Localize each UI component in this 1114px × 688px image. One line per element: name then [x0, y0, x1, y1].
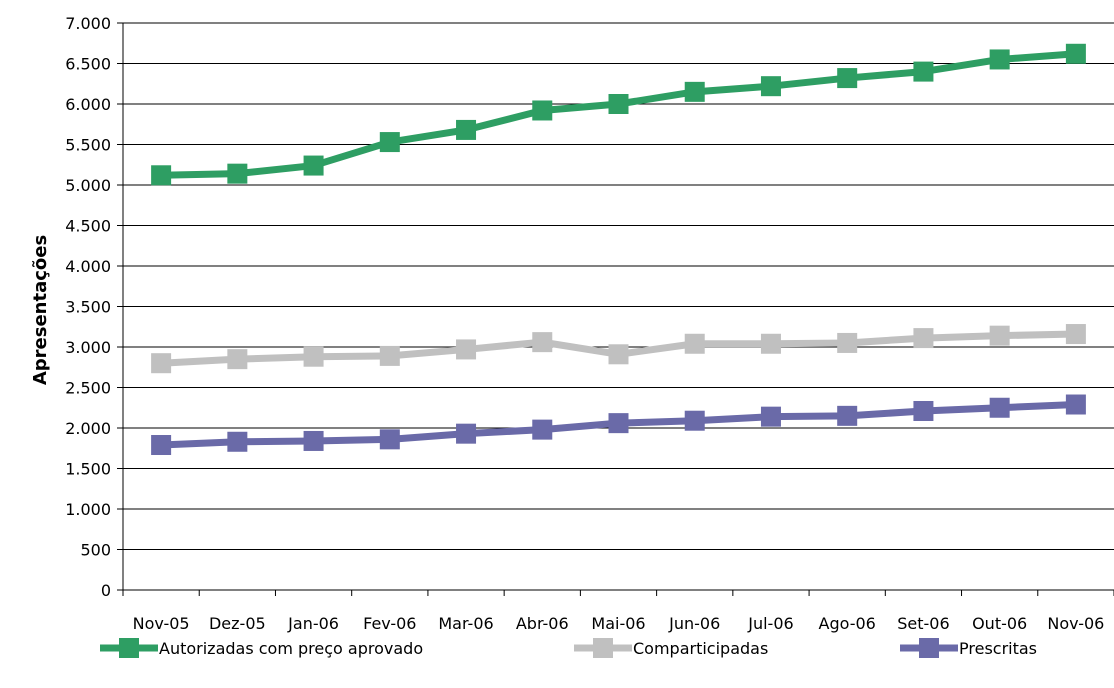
data-point [608, 94, 629, 114]
legend-swatch-marker [919, 638, 939, 658]
legend-item: Prescritas [900, 638, 1037, 658]
data-point [456, 339, 477, 360]
x-tick-label: Set-06 [897, 614, 949, 633]
x-tick-label: Mai-06 [591, 614, 645, 633]
data-point [1065, 394, 1086, 415]
data-point [608, 344, 629, 365]
data-point [303, 430, 324, 451]
y-tick-label: 0 [101, 581, 111, 600]
series-group [151, 43, 1086, 456]
y-tick-label: 3.000 [65, 338, 111, 357]
data-point [456, 119, 477, 140]
axes [117, 22, 1114, 596]
legend-swatch-marker [593, 638, 613, 658]
data-point [227, 431, 248, 452]
y-tick-label: 500 [80, 541, 111, 560]
data-point [532, 419, 553, 440]
data-point [227, 163, 248, 184]
data-point [760, 333, 781, 354]
x-tick-label: Abr-06 [516, 614, 569, 633]
y-tick-label: 4.500 [65, 217, 111, 236]
y-tick-label: 4.000 [65, 257, 111, 276]
data-point [989, 49, 1010, 70]
data-point [913, 400, 934, 421]
data-point [303, 346, 324, 367]
data-point [684, 410, 705, 431]
legend-item: Comparticipadas [574, 638, 768, 658]
y-tick-label: 2.500 [65, 379, 111, 398]
x-tick-label: Nov-05 [133, 614, 190, 633]
data-point [151, 435, 172, 456]
x-tick-label: Fev-06 [363, 614, 416, 633]
data-point [684, 81, 705, 102]
y-tick-label: 5.500 [65, 136, 111, 155]
data-point [837, 68, 858, 89]
x-tick-label: Out-06 [972, 614, 1027, 633]
data-point [989, 397, 1010, 418]
legend-label: Comparticipadas [633, 639, 768, 658]
data-point [227, 349, 248, 370]
data-point [456, 423, 477, 444]
legend-label: Autorizadas com preço aprovado [159, 639, 423, 658]
data-point [760, 76, 781, 97]
y-tick-label: 6.000 [65, 95, 111, 114]
data-point [913, 61, 934, 82]
y-tick-label: 7.000 [65, 14, 111, 33]
legend-item: Autorizadas com preço aprovado [100, 638, 423, 658]
x-tick-label: Jul-06 [747, 614, 793, 633]
legend-swatch-marker [119, 638, 139, 658]
data-point [684, 333, 705, 354]
series-1 [151, 43, 1086, 186]
data-point [379, 429, 400, 450]
data-point [151, 165, 172, 186]
legend-label: Prescritas [959, 639, 1037, 658]
series-3 [151, 394, 1086, 456]
data-point [760, 406, 781, 427]
data-point [837, 405, 858, 426]
y-tick-label: 1.000 [65, 500, 111, 519]
x-tick-label: Nov-06 [1047, 614, 1104, 633]
series-line [161, 50, 1077, 179]
y-axis-label: Apresentações [30, 235, 51, 385]
series-2 [151, 324, 1086, 374]
data-point [1065, 43, 1086, 64]
x-axis-ticks: Nov-05 Dez-05 Jan-06 Fev-06 Mar-06 Abr-06 Mai-… [133, 614, 1105, 633]
x-tick-label: Jan-06 [287, 614, 339, 633]
data-point [1065, 324, 1086, 345]
legend: Autorizadas com preço aprovado Compartici… [100, 638, 1037, 658]
data-point [532, 332, 553, 353]
y-tick-label: 2.000 [65, 419, 111, 438]
data-point [532, 100, 553, 121]
x-tick-label: Ago-06 [819, 614, 876, 633]
y-tick-label: 1.500 [65, 460, 111, 479]
data-point [151, 353, 172, 374]
x-tick-label: Mar-06 [438, 614, 493, 633]
data-point [989, 325, 1010, 346]
y-tick-label: 6.500 [65, 55, 111, 74]
data-point [913, 328, 934, 349]
data-point [608, 413, 629, 434]
y-tick-label: 3.500 [65, 298, 111, 317]
y-axis-ticks: 0 500 1.000 1.500 2.000 2.500 3.000 3.500 4.000 4… [65, 14, 111, 600]
data-point [379, 132, 400, 153]
data-point [379, 345, 400, 366]
x-tick-label: Jun-06 [668, 614, 720, 633]
x-tick-label: Dez-05 [209, 614, 266, 633]
data-point [303, 155, 324, 176]
y-tick-label: 5.000 [65, 176, 111, 195]
data-point [837, 332, 858, 353]
